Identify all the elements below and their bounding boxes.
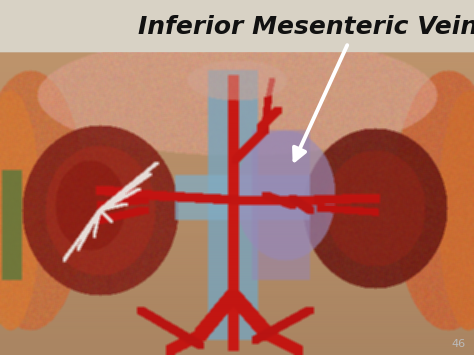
Text: Inferior Mesenteric Vein: Inferior Mesenteric Vein (138, 15, 474, 39)
Text: 46: 46 (452, 339, 466, 349)
FancyBboxPatch shape (0, 0, 474, 52)
